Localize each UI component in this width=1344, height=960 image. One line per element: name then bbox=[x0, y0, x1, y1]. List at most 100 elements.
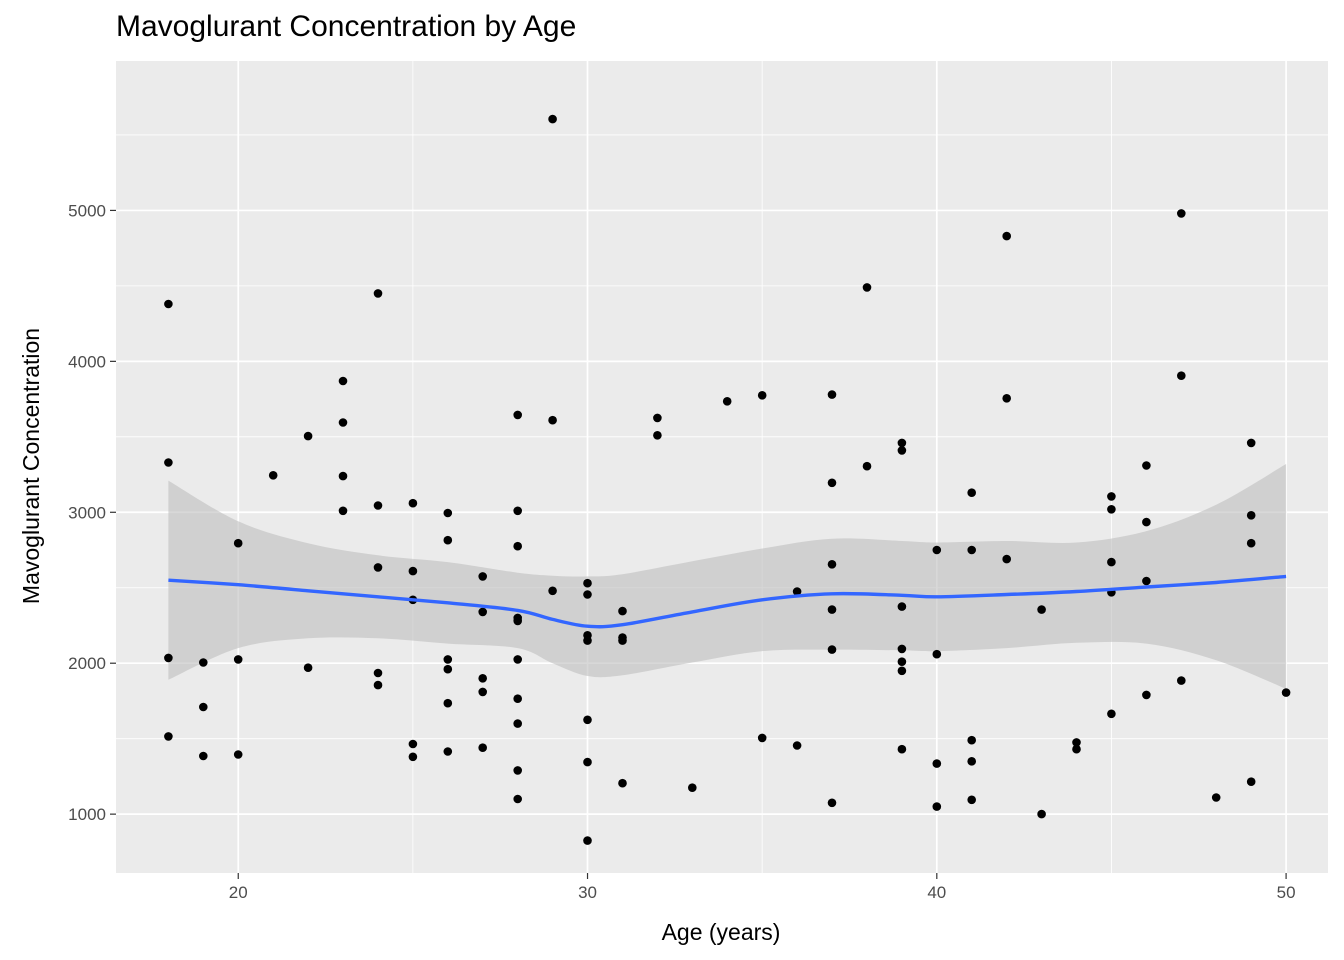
data-point bbox=[897, 657, 907, 666]
data-point bbox=[373, 563, 383, 572]
data-point bbox=[408, 752, 418, 762]
data-point bbox=[1177, 371, 1186, 381]
data-point bbox=[1107, 709, 1116, 719]
data-point bbox=[932, 802, 942, 811]
data-point bbox=[1246, 438, 1256, 448]
data-point bbox=[443, 655, 453, 664]
data-point bbox=[164, 732, 173, 741]
data-point bbox=[967, 545, 976, 555]
data-point bbox=[443, 664, 453, 674]
data-point bbox=[583, 590, 592, 599]
data-point bbox=[897, 644, 907, 654]
data-point bbox=[338, 418, 348, 427]
data-point bbox=[1142, 461, 1151, 470]
data-point bbox=[897, 744, 907, 754]
data-point bbox=[1177, 209, 1186, 218]
data-point bbox=[1002, 231, 1011, 241]
data-point bbox=[932, 545, 942, 555]
data-point bbox=[1072, 738, 1081, 747]
y-tick-label: 4000 bbox=[68, 352, 106, 371]
x-tick-label: 20 bbox=[229, 883, 248, 902]
data-point bbox=[1107, 557, 1116, 567]
data-point bbox=[408, 566, 418, 576]
y-tick-label: 2000 bbox=[68, 654, 106, 673]
data-point bbox=[513, 766, 522, 775]
data-point bbox=[1246, 511, 1256, 520]
data-point bbox=[1072, 744, 1081, 754]
data-point bbox=[164, 299, 173, 309]
data-point bbox=[513, 541, 522, 551]
data-point bbox=[233, 655, 243, 664]
data-point bbox=[688, 783, 697, 792]
data-point bbox=[897, 602, 907, 611]
y-tick-label: 5000 bbox=[68, 201, 106, 220]
data-point bbox=[792, 741, 802, 750]
data-point bbox=[443, 508, 453, 518]
data-point bbox=[653, 413, 662, 423]
data-point bbox=[583, 636, 592, 645]
data-point bbox=[338, 376, 348, 386]
plot-panel bbox=[116, 61, 1328, 873]
data-point bbox=[443, 698, 453, 708]
data-point bbox=[583, 757, 592, 767]
x-axis-title: Age (years) bbox=[662, 919, 781, 945]
data-point bbox=[967, 795, 976, 805]
data-point bbox=[862, 283, 872, 292]
data-point bbox=[1246, 777, 1256, 786]
data-point bbox=[897, 438, 907, 448]
data-point bbox=[827, 390, 837, 399]
data-point bbox=[827, 560, 837, 569]
data-point bbox=[757, 733, 767, 743]
confidence-ribbon bbox=[168, 464, 1287, 689]
data-point bbox=[513, 655, 522, 664]
data-point bbox=[513, 506, 522, 516]
data-point bbox=[199, 751, 208, 761]
data-point bbox=[408, 498, 418, 508]
data-point bbox=[932, 649, 942, 659]
data-point bbox=[513, 694, 522, 703]
y-axis-title: Mavoglurant Concentration bbox=[18, 328, 44, 604]
data-point bbox=[548, 586, 557, 596]
data-point bbox=[233, 538, 243, 548]
data-point bbox=[583, 578, 592, 588]
data-point bbox=[513, 616, 522, 626]
data-point bbox=[967, 735, 976, 745]
data-point bbox=[757, 391, 767, 400]
data-point bbox=[478, 743, 488, 752]
data-point bbox=[478, 607, 488, 617]
data-point bbox=[1142, 517, 1151, 527]
data-point bbox=[827, 478, 837, 488]
data-point bbox=[827, 645, 837, 654]
data-point bbox=[478, 687, 488, 697]
data-point bbox=[513, 719, 522, 728]
data-point bbox=[827, 605, 837, 614]
x-axis-ticks: 20 30 40 50 bbox=[229, 873, 1296, 902]
data-point bbox=[827, 798, 837, 808]
data-point bbox=[268, 471, 278, 480]
data-point bbox=[373, 501, 383, 510]
data-point bbox=[1037, 809, 1046, 819]
data-point bbox=[443, 535, 453, 545]
smooth-trend-line bbox=[168, 574, 1287, 629]
data-point bbox=[373, 680, 383, 690]
y-tick-label: 1000 bbox=[68, 805, 106, 824]
data-point bbox=[513, 410, 522, 420]
data-point bbox=[583, 836, 592, 845]
data-point bbox=[897, 446, 907, 455]
data-point bbox=[932, 759, 942, 768]
data-point bbox=[548, 114, 557, 124]
data-point bbox=[1142, 690, 1151, 700]
data-point bbox=[1246, 538, 1256, 548]
data-point bbox=[478, 674, 488, 683]
data-point bbox=[653, 431, 662, 440]
chart-title: Mavoglurant Concentration by Age bbox=[116, 10, 577, 43]
data-point bbox=[1107, 505, 1116, 514]
x-tick-label: 50 bbox=[1277, 883, 1296, 902]
data-point bbox=[1002, 394, 1011, 403]
data-point bbox=[548, 415, 557, 425]
data-point bbox=[1002, 554, 1011, 564]
data-points bbox=[164, 114, 1291, 845]
data-point bbox=[1107, 492, 1116, 501]
data-point bbox=[1281, 688, 1291, 697]
